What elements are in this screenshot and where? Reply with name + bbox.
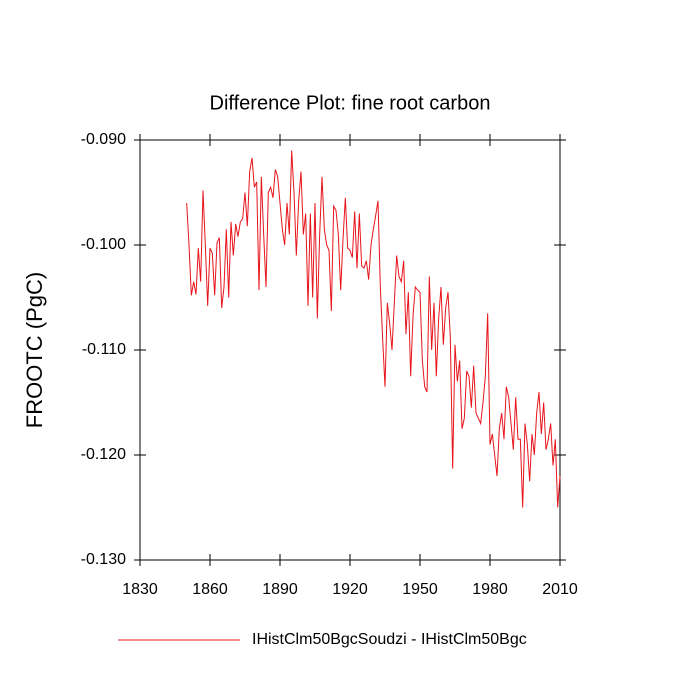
y-tick-label: -0.100 bbox=[81, 236, 126, 253]
y-tick-label: -0.120 bbox=[81, 446, 126, 463]
y-tick-label: -0.130 bbox=[81, 551, 126, 568]
x-tick-label: 1950 bbox=[402, 581, 438, 598]
x-tick-label: 1980 bbox=[472, 581, 508, 598]
x-tick-label: 2010 bbox=[542, 581, 578, 598]
x-tick-label: 1920 bbox=[332, 581, 368, 598]
x-tick-label: 1830 bbox=[122, 581, 158, 598]
x-tick-label: 1860 bbox=[192, 581, 228, 598]
y-axis-label: FROOTC (PgC) bbox=[22, 272, 47, 428]
data-line bbox=[186, 150, 561, 508]
legend-label: IHistClm50BgcSoudzi - IHistClm50Bgc bbox=[252, 631, 527, 648]
chart-title: Difference Plot: fine root carbon bbox=[210, 92, 491, 114]
y-tick-label: -0.110 bbox=[82, 341, 126, 358]
y-tick-label: -0.090 bbox=[81, 131, 126, 148]
x-tick-label: 1890 bbox=[262, 581, 298, 598]
